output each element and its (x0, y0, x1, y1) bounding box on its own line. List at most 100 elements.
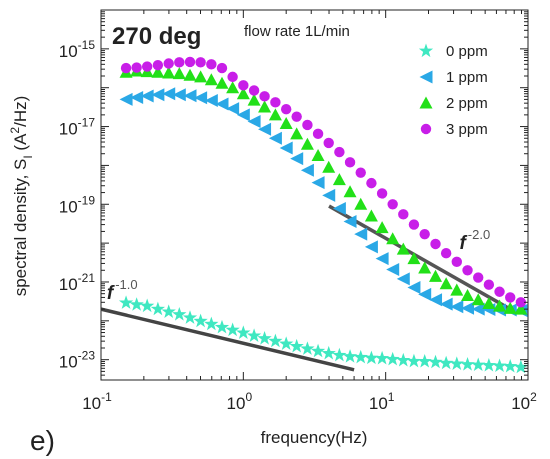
x-tick-label: 100 (227, 390, 253, 413)
point-triangle-up-2-19 (322, 160, 336, 173)
point-triangle-up-2-13 (258, 100, 272, 113)
point-circle-3-36 (505, 292, 516, 303)
point-triangle-up-2-12 (247, 93, 261, 106)
point-triangle-left-1-11 (236, 108, 250, 122)
point-triangle-left-1-26 (396, 272, 410, 286)
point-star-0-30 (439, 355, 454, 370)
point-triangle-left-1-21 (343, 215, 357, 229)
y-axis-label-unit-sup: 2 (8, 127, 22, 134)
legend-marker-circle (420, 123, 432, 135)
point-star-0-20 (332, 347, 347, 362)
point-triangle-up-2-37 (514, 302, 528, 315)
point-circle-3-9 (216, 62, 228, 74)
point-star-0-10 (225, 322, 240, 337)
point-circle-3-25 (387, 199, 398, 210)
y-axis-label-unit-end: /Hz) (11, 96, 30, 127)
point-circle-3-35 (494, 286, 505, 297)
point-star-0-36 (503, 358, 518, 373)
point-star-0-16 (289, 338, 304, 353)
point-circle-3-19 (323, 137, 334, 149)
point-star-0-32 (460, 357, 475, 371)
point-circle-3-4 (163, 58, 174, 69)
point-circle-3-27 (408, 219, 420, 230)
y-tick-label: 10-15 (59, 38, 96, 61)
point-triangle-up-2-21 (343, 185, 357, 198)
point-triangle-up-2-22 (354, 197, 368, 210)
point-star-0-33 (471, 357, 486, 372)
point-circle-3-37 (515, 297, 527, 308)
legend-marker-star (418, 43, 434, 58)
point-triangle-left-1-17 (300, 163, 314, 177)
point-triangle-left-1-12 (247, 114, 261, 128)
point-star-0-27 (406, 353, 422, 368)
point-triangle-left-1-18 (311, 176, 325, 190)
point-triangle-left-1-8 (204, 93, 218, 107)
panel-label: e) (30, 425, 55, 456)
point-triangle-left-1-25 (386, 262, 400, 276)
point-triangle-up-2-24 (375, 221, 389, 234)
point-triangle-left-1-4 (162, 87, 176, 101)
point-triangle-left-1-33 (471, 302, 485, 316)
point-star-0-3 (150, 301, 166, 316)
point-triangle-left-1-13 (258, 122, 272, 136)
point-star-0-6 (182, 310, 198, 324)
point-star-0-25 (385, 351, 400, 366)
point-triangle-left-1-10 (226, 102, 240, 116)
point-triangle-up-2-6 (183, 68, 197, 81)
point-circle-3-33 (473, 272, 484, 283)
point-triangle-left-1-7 (194, 91, 208, 105)
point-circle-3-16 (291, 111, 302, 122)
point-triangle-up-2-35 (493, 299, 507, 312)
point-triangle-left-1-15 (279, 141, 293, 155)
point-triangle-left-1-31 (450, 300, 464, 314)
point-circle-3-7 (195, 57, 206, 68)
point-triangle-up-2-3 (151, 65, 165, 78)
point-triangle-left-1-23 (364, 240, 378, 254)
point-star-0-24 (374, 350, 390, 365)
point-triangle-up-2-10 (226, 81, 240, 94)
point-triangle-up-2-34 (482, 296, 496, 309)
point-triangle-up-2-25 (386, 232, 400, 245)
axis-ticks: 10-1 100 101 102 10-23 10-21 10-19 10-17 10-15 (59, 9, 537, 413)
point-triangle-up-2-30 (439, 277, 453, 290)
point-triangle-up-2-17 (300, 137, 314, 150)
point-star-0-22 (353, 349, 368, 364)
legend-label: 3 ppm (446, 121, 488, 138)
point-triangle-up-2-26 (396, 242, 410, 255)
point-circle-3-18 (312, 128, 324, 140)
chart-title: 270 deg (112, 23, 201, 50)
point-star-0-21 (342, 349, 358, 363)
plot-area (100, 9, 529, 381)
point-triangle-up-2-14 (268, 108, 282, 121)
point-triangle-up-2-7 (194, 70, 208, 83)
y-axis-label-unit: (A (11, 133, 30, 155)
point-triangle-left-1-24 (375, 252, 389, 266)
legend: 0 ppm 1 ppm 2 ppm 3 ppm (418, 43, 488, 138)
x-tick-label: 101 (369, 390, 395, 413)
x-tick-label: 10-1 (82, 390, 112, 413)
y-tick-label: 10-23 (59, 349, 96, 372)
point-star-0-0 (118, 295, 134, 309)
point-triangle-up-2-32 (461, 288, 475, 301)
legend-label: 1 ppm (446, 69, 488, 86)
y-tick-label: 10-21 (59, 271, 96, 294)
legend-marker-triangle-up (419, 96, 433, 109)
point-circle-3-0 (120, 62, 132, 74)
point-triangle-left-1-29 (429, 293, 443, 307)
point-star-0-12 (246, 328, 262, 342)
point-circle-3-13 (259, 91, 270, 102)
point-star-0-37 (513, 359, 528, 374)
y-axis-label: spectral density, SI (A2/Hz) (8, 96, 35, 297)
y-axis-label-sub: I (21, 155, 35, 158)
point-circle-3-34 (483, 279, 495, 290)
point-circle-3-1 (131, 62, 142, 73)
point-circle-3-17 (302, 119, 313, 131)
point-circle-3-30 (440, 248, 452, 259)
point-circle-3-11 (238, 80, 249, 91)
point-triangle-left-1-0 (119, 92, 133, 106)
point-circle-3-2 (141, 61, 153, 72)
point-triangle-up-2-4 (162, 66, 176, 79)
legend-label: 2 ppm (446, 95, 488, 112)
point-star-0-19 (321, 345, 336, 360)
